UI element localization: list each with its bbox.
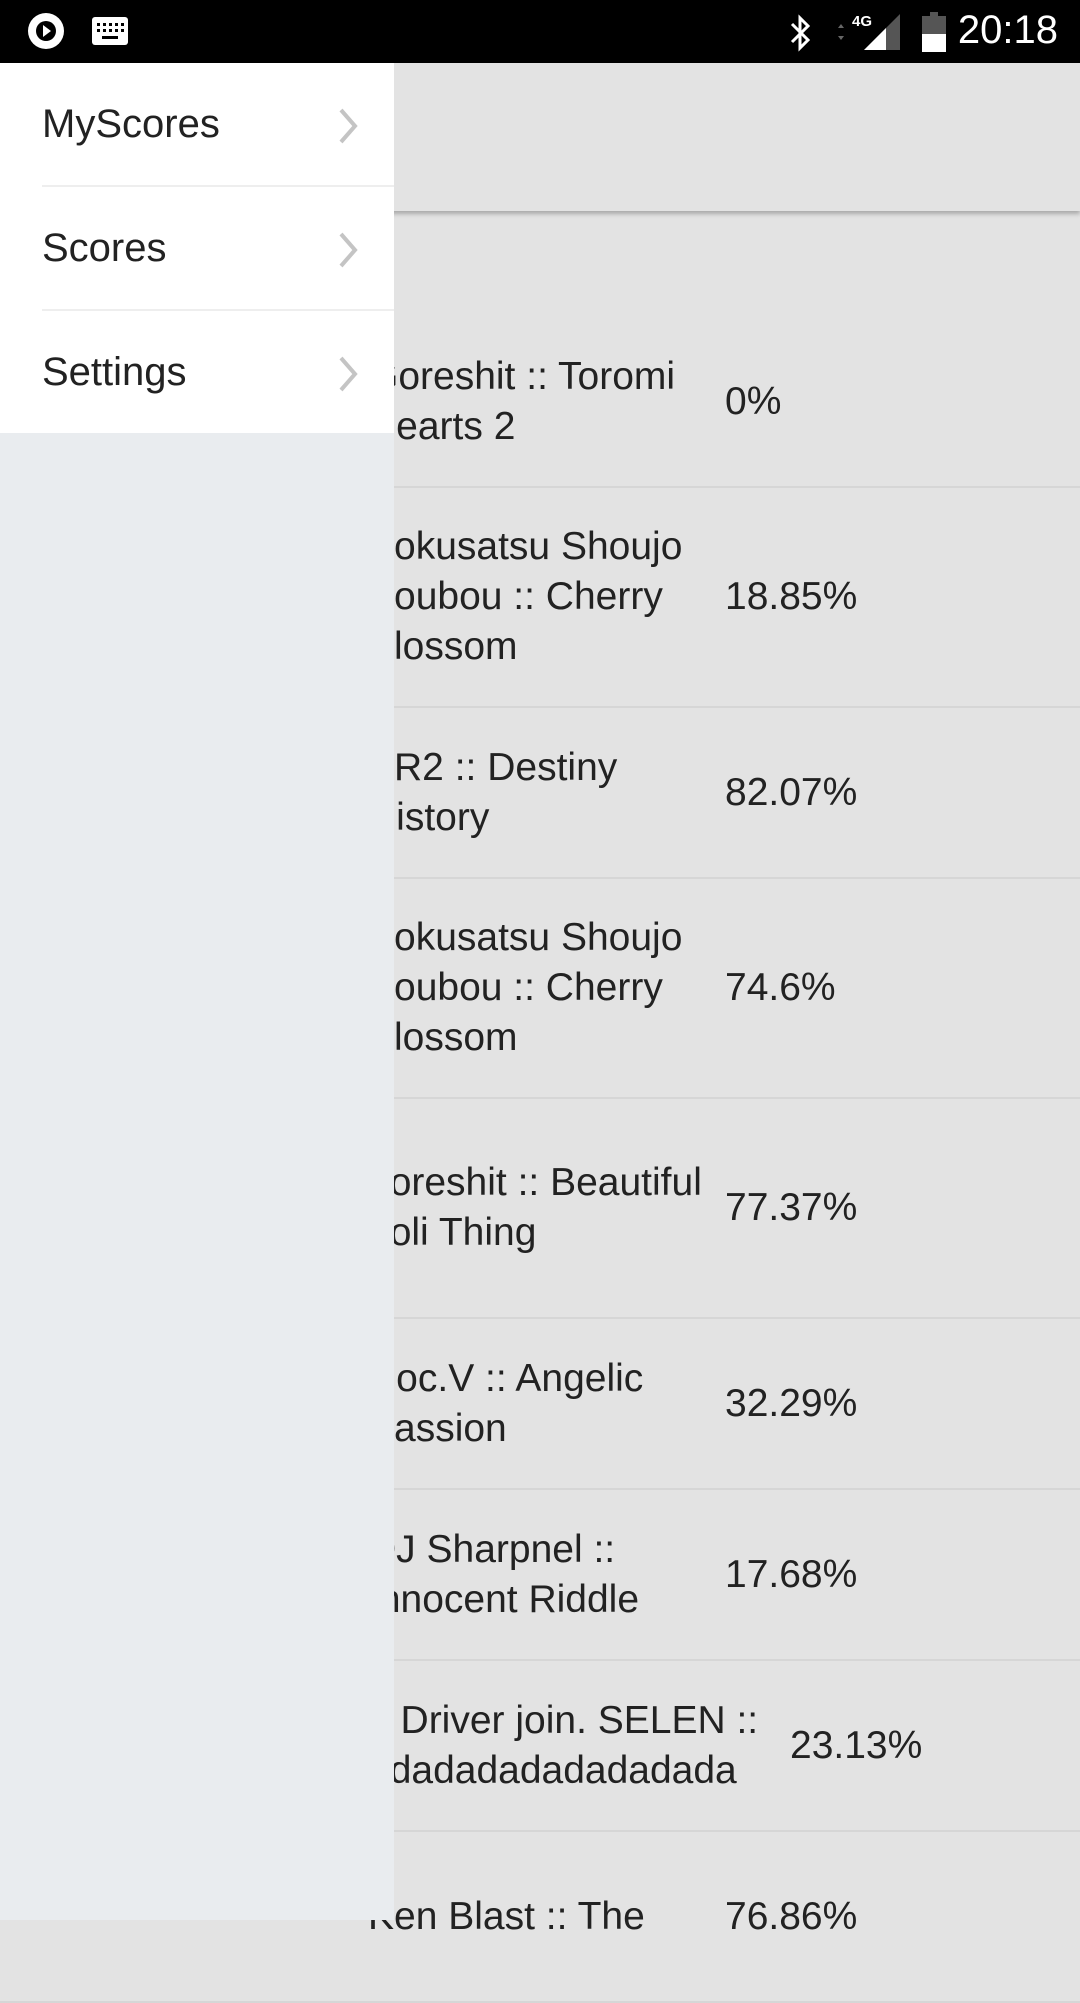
score-percent: 77.37% bbox=[725, 1186, 858, 1229]
song-title: Ken Blast :: The bbox=[368, 1894, 645, 1938]
song-title: e Driver join. SELEN :: adadadadadadadad… bbox=[368, 1698, 759, 1792]
navigation-drawer: MyScores Scores Settings bbox=[0, 63, 394, 1920]
drawer-item-scores[interactable]: Scores bbox=[42, 185, 394, 309]
status-bar: 4G 20:18 bbox=[0, 0, 1080, 63]
chevron-right-icon bbox=[336, 231, 360, 274]
chevron-right-icon bbox=[336, 355, 360, 398]
play-icon bbox=[26, 11, 66, 56]
drawer-item-settings[interactable]: Settings bbox=[42, 309, 394, 433]
chevron-right-icon bbox=[336, 107, 360, 150]
score-percent: 17.68% bbox=[725, 1552, 858, 1596]
drawer-item-myscores[interactable]: MyScores bbox=[0, 63, 394, 185]
score-percent: 74.6% bbox=[725, 966, 836, 1009]
drawer-item-label: Settings bbox=[42, 349, 187, 394]
song-title: goreshit :: Beautiful Loli Thing bbox=[368, 1161, 702, 1254]
clock: 20:18 bbox=[957, 8, 1058, 52]
score-percent: 23.13% bbox=[790, 1723, 923, 1767]
signal-icon: 4G bbox=[834, 10, 904, 59]
song-title: DJ Sharpnel :: Innocent Riddle bbox=[368, 1527, 640, 1621]
bluetooth-icon bbox=[788, 14, 814, 57]
score-percent: 76.86% bbox=[725, 1894, 858, 1938]
song-title: Noc.V :: Angelic Passion bbox=[368, 1356, 644, 1450]
svg-text:4G: 4G bbox=[852, 13, 872, 30]
score-percent: 18.85% bbox=[725, 575, 858, 618]
score-percent: 82.07% bbox=[725, 770, 858, 814]
score-row[interactable]: e Driver join. SELEN :: adadadadadadadad… bbox=[0, 1661, 1080, 1832]
battery-icon bbox=[922, 12, 946, 57]
keyboard-icon bbox=[92, 17, 128, 50]
song-title: BR2 :: Destiny History bbox=[368, 745, 618, 839]
song-title: Bokusatsu Shoujo Koubou :: Cherry Blosso… bbox=[368, 916, 683, 1059]
score-row[interactable]: Noc.V :: Angelic Passion 32.29% bbox=[0, 1319, 1080, 1490]
drawer-item-label: Scores bbox=[42, 225, 167, 270]
drawer-item-label: MyScores bbox=[42, 101, 220, 146]
score-percent: 32.29% bbox=[725, 1381, 858, 1425]
score-row[interactable]: Bokusatsu Shoujo Koubou :: Cherry Blosso… bbox=[0, 879, 1080, 1099]
score-percent: 0% bbox=[725, 379, 782, 423]
song-title: Goreshit :: Toromi Hearts 2 bbox=[368, 354, 676, 448]
song-title: Bokusatsu Shoujo Koubou :: Cherry Blosso… bbox=[368, 525, 683, 668]
score-row[interactable]: DJ Sharpnel :: Innocent Riddle 17.68% bbox=[0, 1490, 1080, 1661]
score-row[interactable]: Bokusatsu Shoujo Koubou :: Cherry Blosso… bbox=[0, 488, 1080, 708]
drawer-menu: MyScores Scores Settings bbox=[0, 63, 394, 433]
score-row[interactable]: Goreshit :: Toromi Hearts 2 0% bbox=[0, 317, 1080, 488]
score-row[interactable]: goreshit :: Beautiful Loli Thing 77.37% bbox=[0, 1099, 1080, 1319]
